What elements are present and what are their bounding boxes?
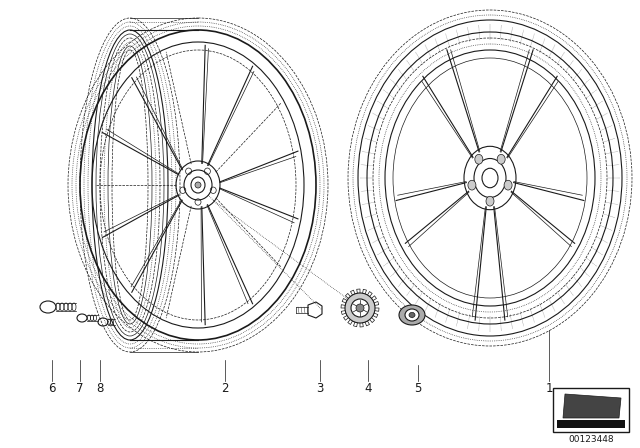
- Ellipse shape: [486, 196, 494, 206]
- Polygon shape: [563, 394, 621, 418]
- Ellipse shape: [351, 299, 369, 317]
- Bar: [557, 420, 625, 428]
- Text: 1: 1: [545, 382, 553, 395]
- Ellipse shape: [468, 180, 476, 190]
- Ellipse shape: [405, 309, 419, 321]
- Ellipse shape: [409, 313, 415, 318]
- Ellipse shape: [345, 293, 375, 323]
- Text: 8: 8: [96, 382, 104, 395]
- Text: 00123448: 00123448: [568, 435, 614, 444]
- Text: 6: 6: [48, 382, 56, 395]
- Text: 3: 3: [316, 382, 324, 395]
- Text: 7: 7: [76, 382, 84, 395]
- Text: 2: 2: [221, 382, 228, 395]
- Bar: [553, 388, 629, 432]
- Ellipse shape: [504, 180, 512, 190]
- Text: 4: 4: [364, 382, 372, 395]
- Ellipse shape: [497, 155, 505, 164]
- Ellipse shape: [475, 155, 483, 164]
- Text: 5: 5: [414, 382, 422, 395]
- Ellipse shape: [356, 304, 364, 312]
- Ellipse shape: [399, 305, 425, 325]
- Ellipse shape: [195, 182, 201, 188]
